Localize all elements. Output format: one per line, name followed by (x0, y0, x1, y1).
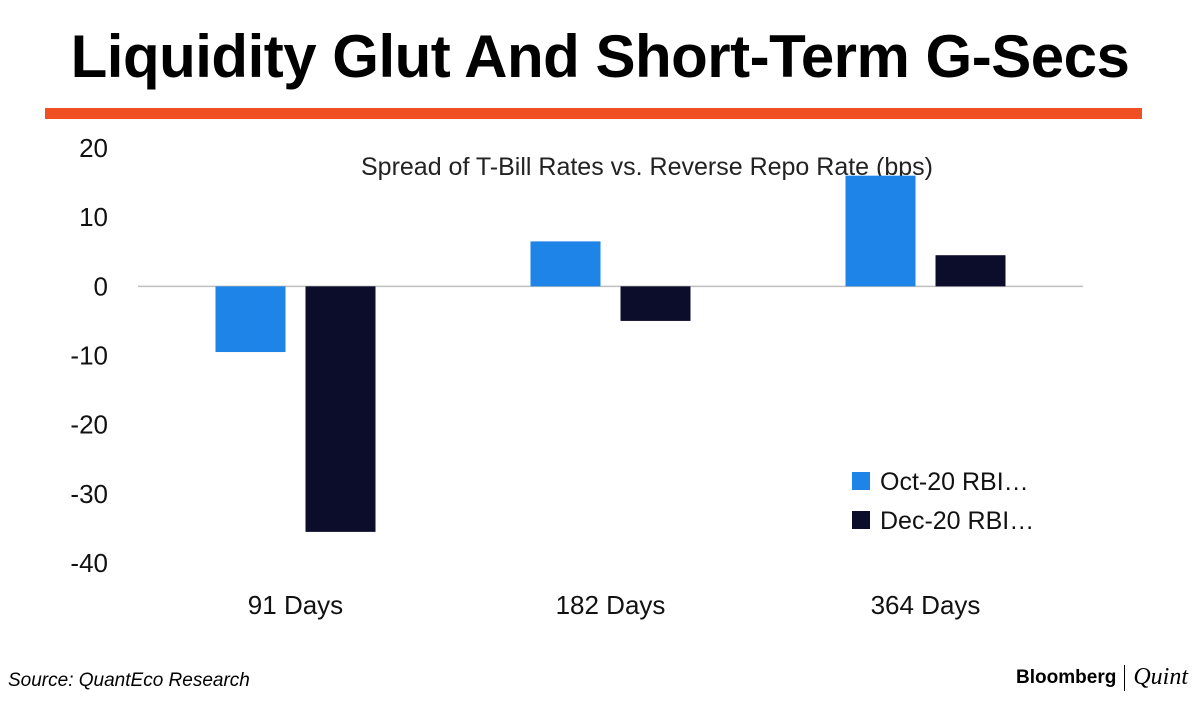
chart-title: Liquidity Glut And Short-Term G-Secs (70, 23, 1130, 90)
bar-2-364-days (935, 255, 1006, 287)
y-tick-label: 0 (94, 271, 108, 301)
brand-name: Bloomberg (1016, 666, 1117, 688)
bar-1-91-days (215, 286, 286, 353)
legend: Oct-20 RBI… Dec-20 RBI… (852, 468, 1034, 535)
bar-2-182-days (620, 286, 691, 321)
legend-label-2: Dec-20 RBI… (880, 507, 1034, 535)
x-tick-label: 182 Days (556, 590, 666, 620)
bar-1-364-days (845, 175, 916, 287)
bar-1-182-days (530, 241, 601, 287)
y-tick-label: 20 (79, 133, 108, 163)
y-tick-label: 10 (79, 202, 108, 232)
y-tick-label: -30 (70, 479, 108, 509)
y-tick-label: -10 (70, 341, 108, 371)
bar-2-91-days (305, 286, 376, 532)
y-tick-label: -40 (70, 548, 108, 578)
legend-swatch-2 (852, 511, 870, 529)
brand-subname: Quint (1133, 664, 1188, 690)
legend-label-1: Oct-20 RBI… (880, 468, 1029, 496)
x-tick-label: 364 Days (871, 590, 981, 620)
brand-logo: Bloomberg Quint (1016, 664, 1188, 691)
x-tick-label: 91 Days (248, 590, 343, 620)
legend-swatch-1 (852, 472, 870, 490)
chart-subtitle: Spread of T-Bill Rates vs. Reverse Repo … (361, 153, 933, 181)
brand-divider (1124, 664, 1126, 691)
title-underline (45, 108, 1142, 119)
source-note: Source: QuantEco Research (8, 670, 250, 691)
y-tick-label: -20 (70, 410, 108, 440)
